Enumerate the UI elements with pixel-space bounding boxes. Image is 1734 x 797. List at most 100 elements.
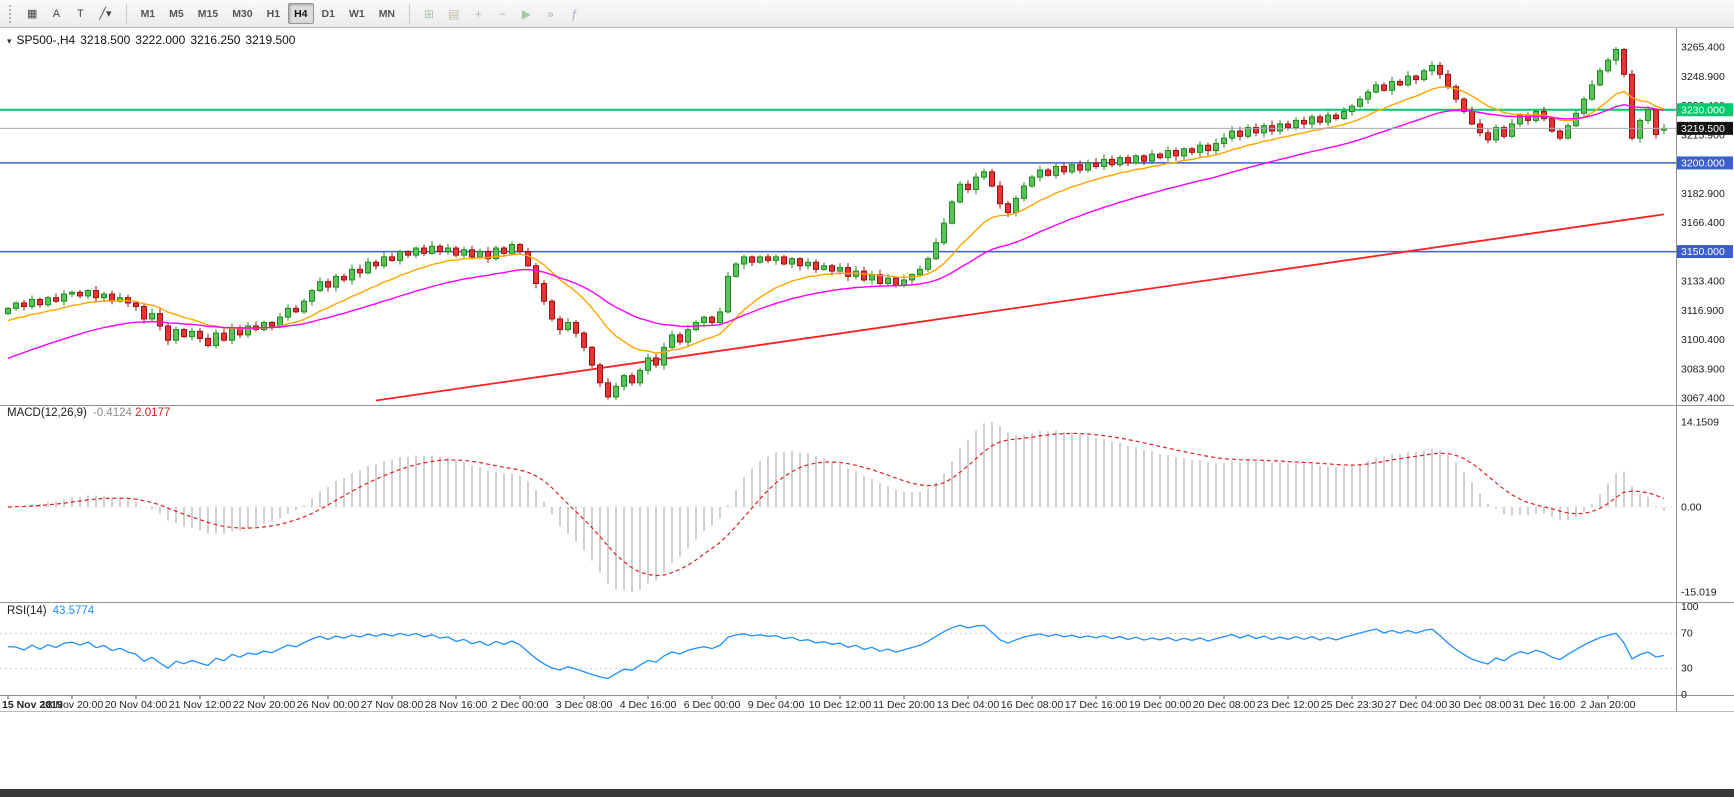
toolbar-indicators-list-button[interactable]: ƒ: [563, 3, 585, 24]
svg-text:19 Dec 00:00: 19 Dec 00:00: [1129, 699, 1192, 711]
svg-text:0: 0: [1681, 689, 1687, 701]
toolbar-zoom-in-button[interactable]: +: [467, 3, 489, 24]
timeframe-M1-button[interactable]: M1: [135, 3, 162, 24]
svg-text:70: 70: [1681, 627, 1693, 639]
rsi-indicator: [0, 624, 1676, 680]
svg-text:26 Nov 00:00: 26 Nov 00:00: [297, 699, 360, 711]
toolbar-separator: [409, 3, 411, 24]
ma-14-line: [7, 86, 1665, 354]
quote-low: 3216.250: [190, 33, 241, 47]
svg-text:14.1509: 14.1509: [1681, 417, 1719, 429]
svg-text:30: 30: [1681, 663, 1693, 675]
timeframe-M5-button[interactable]: M5: [163, 3, 190, 24]
macd-label: MACD(12,26,9) -0.4124 2.0177: [7, 407, 170, 419]
top-toolbar: ▦ A T ╱▾ M1 M5 M15 M30 H1 H4 D1 W1 MN ⊞ ▤ + − ▶» ƒ: [0, 0, 1734, 28]
svg-text:28 Nov 16:00: 28 Nov 16:00: [425, 699, 488, 711]
svg-text:27 Nov 08:00: 27 Nov 08:00: [361, 699, 424, 711]
toolbar-draw-tools-button[interactable]: ╱▾: [93, 3, 117, 24]
svg-text:0.00: 0.00: [1681, 502, 1702, 514]
svg-text:17 Dec 16:00: 17 Dec 16:00: [1065, 699, 1128, 711]
svg-text:3230.000: 3230.000: [1681, 104, 1725, 116]
toolbar-text-tool-button[interactable]: T: [69, 3, 91, 24]
toolbar-zoom-out-button[interactable]: −: [491, 3, 513, 24]
timeframe-D1-button[interactable]: D1: [316, 3, 341, 24]
svg-text:16 Dec 08:00: 16 Dec 08:00: [1001, 699, 1064, 711]
svg-text:23 Dec 12:00: 23 Dec 12:00: [1257, 699, 1320, 711]
ma-34-line: [7, 103, 1665, 360]
chart-window: 3265.4003248.9003232.4003215.9003199.400…: [0, 28, 1734, 712]
toolbar-charts-grid-button[interactable]: ▦: [21, 3, 43, 24]
svg-text:3265.400: 3265.400: [1681, 42, 1725, 54]
candlestick-series: [5, 47, 1667, 401]
svg-text:11 Dec 20:00: 11 Dec 20:00: [873, 699, 935, 711]
svg-text:27 Dec 04:00: 27 Dec 04:00: [1385, 699, 1448, 711]
timeframe-H4-button[interactable]: H4: [288, 3, 314, 24]
symbol-period-label: SP500-,H4: [16, 33, 76, 47]
macd-name: MACD(12,26,9): [7, 407, 87, 419]
timeframe-M15-button[interactable]: M15: [192, 3, 224, 24]
quote-close: 3219.500: [245, 33, 296, 47]
price-badge-3219.500: 3219.500: [1677, 121, 1733, 135]
toolbar-chart-shift-button[interactable]: »: [539, 3, 561, 24]
svg-text:31 Dec 16:00: 31 Dec 16:00: [1513, 699, 1576, 711]
quote-open: 3218.500: [80, 33, 131, 47]
toolbar-cursor-annotation-button[interactable]: A: [45, 3, 67, 24]
slow-ma-line: [375, 213, 1665, 402]
rsi-name: RSI(14): [7, 605, 47, 617]
svg-text:22 Nov 20:00: 22 Nov 20:00: [233, 699, 296, 711]
timeframe-MN-button[interactable]: MN: [373, 3, 401, 24]
price-scale[interactable]: 3265.4003248.9003232.4003215.9003199.400…: [1677, 42, 1733, 702]
svg-text:2 Jan 20:00: 2 Jan 20:00: [1581, 699, 1636, 711]
macd-signal-value: 2.0177: [135, 407, 171, 419]
rsi-value: 43.5774: [52, 605, 95, 617]
svg-text:3166.400: 3166.400: [1681, 217, 1725, 229]
svg-text:3133.400: 3133.400: [1681, 276, 1725, 288]
svg-text:30 Dec 08:00: 30 Dec 08:00: [1449, 699, 1512, 711]
timeframe-H1-button[interactable]: H1: [261, 3, 286, 24]
svg-text:100: 100: [1681, 601, 1699, 613]
toolbar-separator: [125, 3, 127, 24]
svg-text:21 Nov 12:00: 21 Nov 12:00: [169, 699, 232, 711]
one-click-trading-arrow[interactable]: ▾: [7, 36, 12, 46]
price-badge-3230.000: 3230.000: [1677, 103, 1733, 117]
price-badge-3150.000: 3150.000: [1677, 245, 1733, 259]
taskbar-edge: [0, 789, 1734, 797]
rsi-line: [7, 624, 1665, 680]
svg-text:18 Nov 20:00: 18 Nov 20:00: [41, 699, 104, 711]
svg-text:3100.400: 3100.400: [1681, 334, 1725, 346]
svg-text:3219.500: 3219.500: [1681, 123, 1725, 135]
toolbar-grip[interactable]: [9, 4, 14, 23]
timeframe-W1-button[interactable]: W1: [343, 3, 371, 24]
svg-text:2 Dec 00:00: 2 Dec 00:00: [492, 699, 549, 711]
svg-text:3150.000: 3150.000: [1681, 246, 1725, 258]
toolbar-new-chart-button[interactable]: ⊞: [418, 3, 440, 24]
macd-signal-line: [7, 432, 1665, 577]
svg-text:3116.900: 3116.900: [1681, 305, 1724, 317]
toolbar-profiles-button[interactable]: ▤: [442, 3, 465, 24]
quote-high: 3222.000: [135, 33, 186, 47]
timeframe-M30-button[interactable]: M30: [226, 3, 258, 24]
svg-text:3200.000: 3200.000: [1681, 157, 1725, 169]
svg-text:3 Dec 08:00: 3 Dec 08:00: [556, 699, 613, 711]
svg-text:20 Dec 08:00: 20 Dec 08:00: [1193, 699, 1256, 711]
chart-canvas[interactable]: 3265.4003248.9003232.4003215.9003199.400…: [0, 28, 1734, 712]
svg-text:-15.019: -15.019: [1681, 587, 1717, 599]
macd-main-value: -0.4124: [92, 407, 132, 419]
svg-text:13 Dec 04:00: 13 Dec 04:00: [937, 699, 1000, 711]
quote-line: ▾ SP500-,H4 3218.500 3222.000 3216.250 3219.5…: [7, 33, 300, 47]
svg-text:9 Dec 04:00: 9 Dec 04:00: [748, 699, 805, 711]
svg-text:4 Dec 16:00: 4 Dec 16:00: [620, 699, 677, 711]
svg-text:10 Dec 12:00: 10 Dec 12:00: [809, 699, 872, 711]
svg-text:3067.400: 3067.400: [1681, 393, 1725, 405]
svg-text:25 Dec 23:30: 25 Dec 23:30: [1321, 699, 1384, 711]
macd-indicator: [0, 422, 1676, 592]
rsi-label: RSI(14) 43.5774: [7, 605, 94, 617]
toolbar-auto-scroll-button[interactable]: ▶: [515, 3, 537, 24]
price-badge-3200.000: 3200.000: [1677, 156, 1733, 170]
svg-text:6 Dec 00:00: 6 Dec 00:00: [684, 699, 741, 711]
svg-text:15 Nov 2019: 15 Nov 2019: [2, 699, 63, 711]
svg-text:3182.900: 3182.900: [1681, 188, 1725, 200]
svg-text:3248.900: 3248.900: [1681, 71, 1725, 83]
svg-text:3083.900: 3083.900: [1681, 363, 1725, 375]
